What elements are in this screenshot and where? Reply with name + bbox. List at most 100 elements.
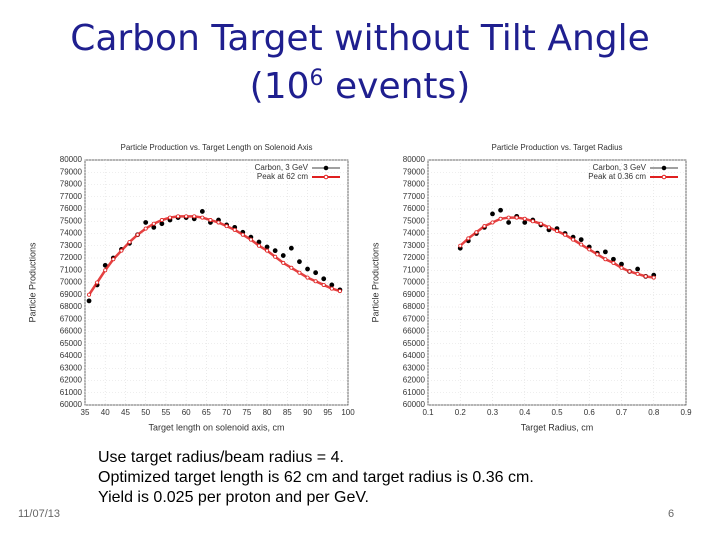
data-point	[87, 292, 92, 297]
data-point	[555, 229, 560, 234]
data-point	[466, 236, 471, 241]
legend-marker	[661, 174, 667, 180]
data-point	[248, 237, 253, 242]
y-tick-label: 62000	[403, 376, 426, 385]
data-point	[321, 276, 327, 282]
y-tick-label: 61000	[403, 388, 426, 397]
data-point	[256, 243, 261, 248]
y-axis-label: Particle Productions	[27, 242, 37, 323]
data-point	[305, 275, 310, 280]
data-point	[329, 286, 334, 291]
x-tick-label: 40	[101, 408, 110, 417]
data-point	[474, 230, 479, 235]
data-point	[216, 220, 221, 225]
data-point	[603, 257, 608, 262]
y-tick-label: 71000	[403, 265, 426, 274]
y-tick-label: 69000	[403, 290, 426, 299]
chart-title: Particle Production vs. Target Length on…	[121, 143, 313, 152]
data-point	[224, 224, 229, 229]
y-tick-label: 67000	[403, 314, 426, 323]
y-tick-label: 68000	[403, 302, 426, 311]
y-tick-label: 67000	[60, 314, 83, 323]
data-point	[498, 216, 503, 221]
title-sup: 6	[309, 66, 324, 91]
y-tick-label: 74000	[403, 229, 426, 238]
legend-label: Peak at 62 cm	[257, 172, 308, 181]
y-tick-label: 76000	[60, 204, 83, 213]
data-point	[313, 270, 319, 276]
y-tick-label: 80000	[60, 155, 83, 164]
y-tick-label: 76000	[403, 204, 426, 213]
x-tick-label: 0.3	[487, 408, 499, 417]
x-tick-label: 45	[121, 408, 130, 417]
x-tick-label: 0.9	[680, 408, 692, 417]
y-tick-label: 70000	[403, 278, 426, 287]
data-point	[498, 207, 503, 213]
data-point	[458, 243, 463, 248]
x-tick-label: 80	[263, 408, 272, 417]
data-point	[167, 215, 172, 220]
data-point	[482, 224, 487, 229]
page-number: 6	[668, 508, 675, 520]
x-tick-label: 0.4	[519, 408, 531, 417]
data-point	[522, 216, 527, 221]
y-tick-label: 60000	[403, 400, 426, 409]
x-tick-label: 95	[323, 408, 332, 417]
y-tick-label: 62000	[60, 376, 83, 385]
y-tick-label: 74000	[60, 229, 83, 238]
data-point	[619, 265, 624, 270]
slide-title: Carbon Target without Tilt Angle	[70, 18, 650, 59]
y-tick-label: 78000	[60, 180, 83, 189]
data-point	[273, 254, 278, 259]
data-point	[127, 240, 132, 245]
x-tick-label: 0.8	[648, 408, 660, 417]
data-point	[506, 220, 512, 225]
data-point	[627, 269, 632, 274]
data-point	[135, 232, 140, 237]
x-tick-label: 55	[161, 408, 170, 417]
data-point	[176, 214, 181, 219]
data-point	[635, 271, 640, 276]
body-line: Yield is 0.025 per proton and per GeV.	[98, 489, 369, 506]
y-tick-label: 73000	[60, 241, 83, 250]
x-tick-label: 70	[222, 408, 231, 417]
y-tick-label: 79000	[403, 167, 426, 176]
data-point	[288, 245, 294, 251]
data-point	[563, 232, 568, 237]
x-tick-label: 100	[341, 408, 355, 417]
data-point	[522, 220, 528, 225]
y-tick-label: 75000	[60, 216, 83, 225]
data-point	[578, 237, 584, 243]
y-tick-label: 72000	[403, 253, 426, 262]
data-point	[514, 215, 519, 220]
data-point	[635, 266, 641, 272]
y-tick-label: 69000	[60, 290, 83, 299]
data-point	[151, 221, 156, 226]
y-tick-label: 66000	[60, 327, 83, 336]
data-point	[232, 227, 237, 232]
legend-label: Carbon, 3 GeV	[255, 163, 309, 172]
y-tick-label: 68000	[60, 302, 83, 311]
x-tick-label: 60	[182, 408, 191, 417]
data-point	[119, 248, 124, 253]
data-point	[611, 260, 616, 265]
y-tick-label: 61000	[60, 388, 83, 397]
x-tick-label: 0.5	[551, 408, 563, 417]
legend-marker	[661, 165, 667, 171]
data-point	[199, 209, 205, 214]
title-text: events)	[334, 66, 471, 107]
y-tick-label: 64000	[403, 351, 426, 360]
data-point	[651, 275, 656, 280]
body-text: Use target radius/beam radius = 4. Optim…	[98, 448, 534, 508]
x-tick-label: 0.7	[616, 408, 628, 417]
data-point	[281, 260, 286, 265]
data-point	[289, 265, 294, 270]
slide-title: (106 events)	[0, 66, 720, 107]
data-point	[86, 298, 92, 304]
x-tick-label: 35	[81, 408, 90, 417]
x-tick-label: 0.6	[584, 408, 596, 417]
y-tick-label: 63000	[403, 363, 426, 372]
data-point	[297, 270, 302, 275]
data-point	[192, 214, 197, 219]
data-point	[579, 242, 584, 247]
